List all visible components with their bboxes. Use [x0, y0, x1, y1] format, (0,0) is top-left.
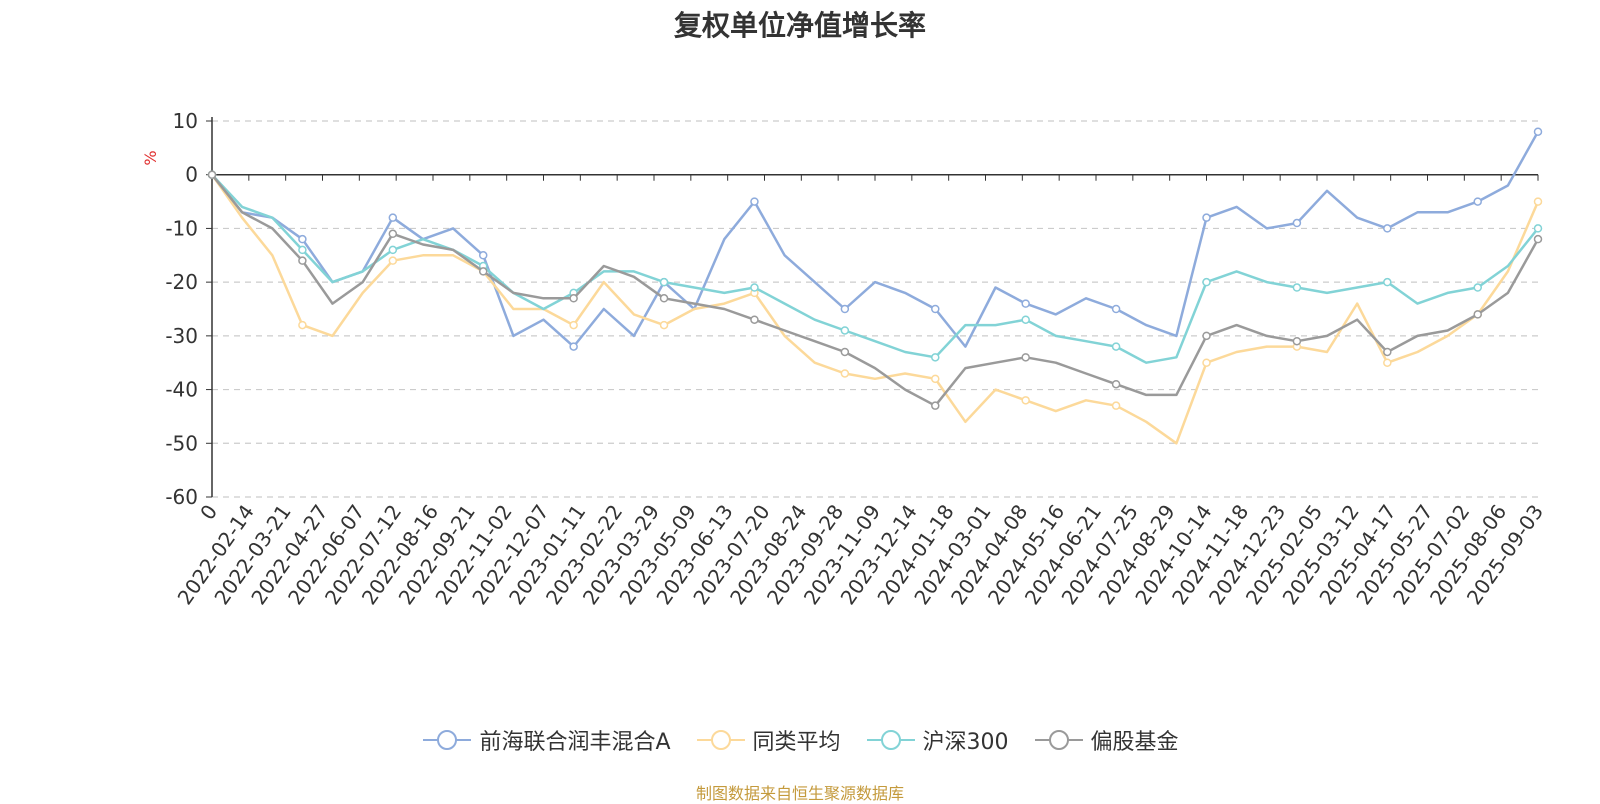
y-axis-label: % [141, 150, 160, 165]
series-lines [207, 127, 1543, 445]
y-tick-label: -20 [165, 270, 198, 294]
chart-plot: 100-10-20-30-40-50-6002022-02-142022-03-… [141, 109, 1548, 609]
series-point [569, 342, 578, 351]
series-point [1202, 213, 1211, 222]
series-point [750, 197, 759, 206]
legend-item-fund[interactable]: 前海联合润丰混合A [421, 724, 671, 756]
series-point [1202, 277, 1211, 287]
series-point [931, 401, 940, 410]
series-point [1383, 347, 1392, 357]
series-point [298, 234, 307, 244]
series-point [840, 304, 850, 314]
series-point [1473, 197, 1482, 206]
series-point [1383, 358, 1392, 367]
y-tick-label: -10 [165, 216, 198, 240]
series-point [388, 213, 398, 222]
series-point [931, 374, 940, 384]
legend-label-equity-fund: 偏股基金 [1090, 730, 1179, 755]
series-point [1473, 283, 1482, 292]
series-point [478, 251, 488, 260]
series-line-0 [211, 131, 1540, 348]
legend-label-csi300: 沪深300 [922, 730, 1009, 755]
series-line-3 [211, 173, 1540, 407]
series-point [1383, 277, 1392, 287]
series-point [1202, 331, 1211, 341]
series-point [1292, 283, 1302, 292]
series-line-2 [211, 173, 1539, 364]
series-point [931, 304, 940, 314]
series-point [478, 267, 488, 276]
series-point [750, 315, 759, 324]
series-point [1111, 401, 1121, 410]
series-point [659, 277, 669, 287]
source-note: 制图数据来自恒生聚源数据库 [695, 784, 904, 803]
series-point [1111, 379, 1121, 389]
series-point [840, 347, 850, 357]
y-tick-label: -60 [165, 485, 198, 509]
y-tick-label: -40 [165, 378, 198, 402]
series-point [840, 369, 850, 378]
series-point [1292, 336, 1302, 346]
series-point [1533, 127, 1543, 136]
series-point [569, 294, 578, 303]
y-tick-label: 10 [173, 109, 198, 133]
series-point [1383, 224, 1392, 233]
series-point [1473, 310, 1482, 319]
series-point [659, 294, 669, 303]
legend-label-fund: 前海联合润丰混合A [479, 730, 671, 755]
series-point [1292, 218, 1302, 228]
legend: 前海联合润丰混合A 同类平均 沪深300 偏股基金 [0, 720, 1600, 760]
series-point [1021, 396, 1030, 405]
legend-item-peer-average[interactable]: 同类平均 [695, 724, 841, 756]
legend-marker-equity-fund [1034, 730, 1083, 750]
series-point [569, 320, 578, 330]
series-point [1021, 299, 1030, 308]
legend-item-equity-fund[interactable]: 偏股基金 [1033, 724, 1179, 756]
series-point [298, 320, 307, 330]
legend-marker-fund [423, 730, 472, 750]
series-point [659, 320, 669, 330]
series-point [750, 283, 759, 292]
legend-marker-peer-average [696, 730, 745, 750]
series-point [388, 256, 398, 265]
series-point [1533, 224, 1543, 233]
legend-marker-csi300 [866, 730, 915, 750]
x-tick-label: 0 [195, 500, 222, 524]
series-point [207, 170, 217, 179]
series-point [1111, 342, 1121, 351]
series-point [1021, 353, 1030, 362]
legend-item-csi300[interactable]: 沪深300 [865, 724, 1009, 756]
legend-label-peer-average: 同类平均 [752, 730, 841, 755]
y-tick-label: -30 [165, 324, 198, 348]
series-point [388, 229, 398, 239]
series-point [298, 245, 307, 255]
series-point [1533, 197, 1543, 206]
series-point [1111, 304, 1121, 314]
series-point [840, 326, 850, 335]
series-point [1533, 234, 1543, 244]
y-tick-label: 0 [185, 163, 198, 187]
series-line-1 [210, 173, 1540, 445]
series-point [298, 256, 307, 265]
series-point [1202, 358, 1211, 367]
series-point [931, 353, 940, 362]
series-point [1021, 315, 1030, 324]
y-tick-label: -50 [165, 431, 198, 455]
chart-title: 复权单位净值增长率 [673, 9, 926, 42]
series-point [388, 245, 398, 255]
